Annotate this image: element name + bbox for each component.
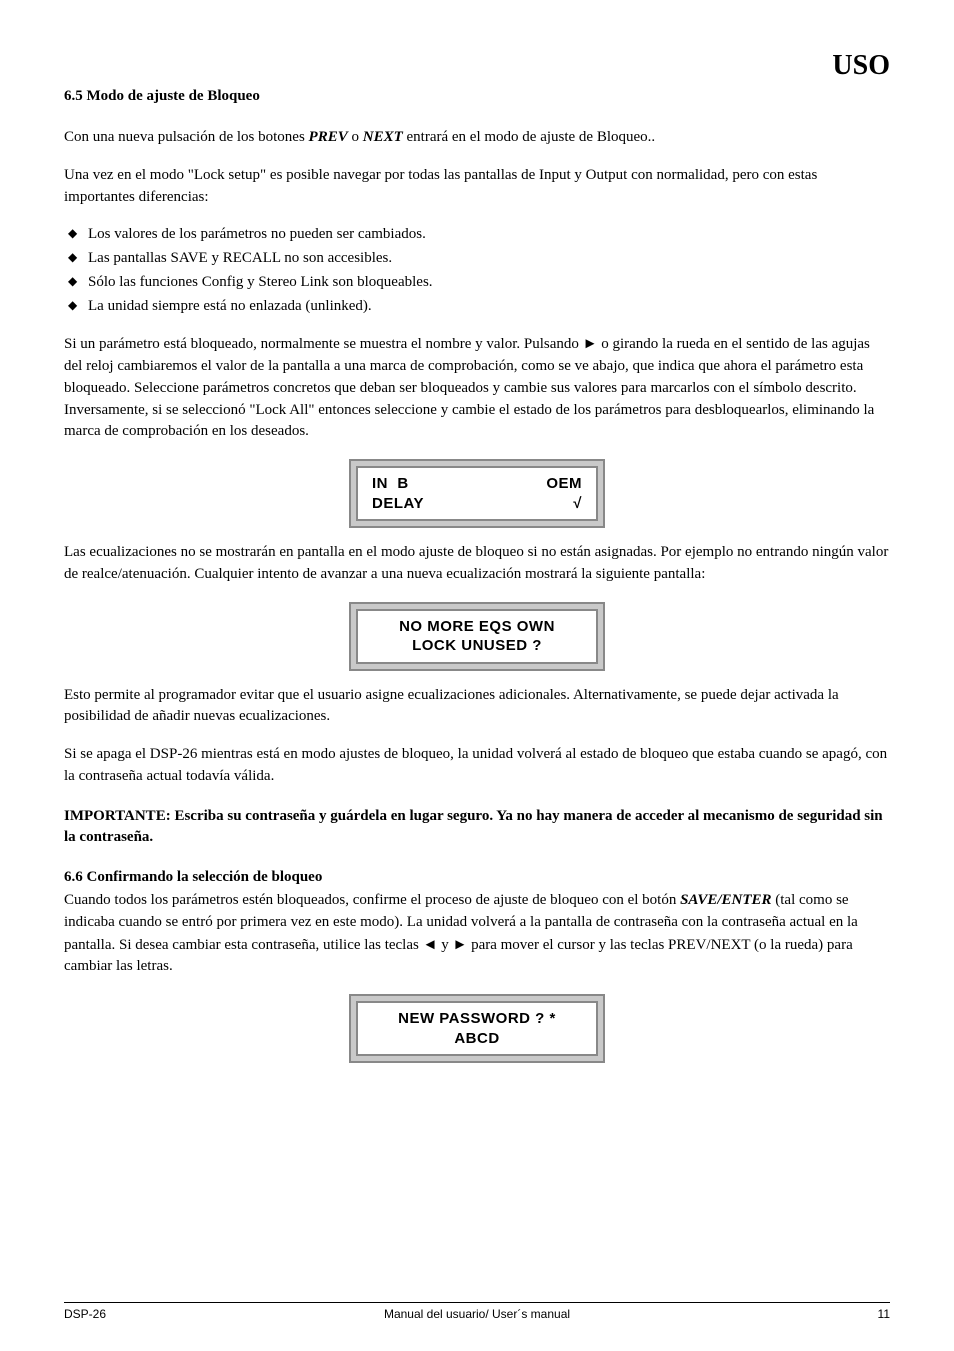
lcd-text: OEM <box>546 474 582 494</box>
s65-p5: Esto permite al programador evitar que e… <box>64 685 890 729</box>
save-enter-label: SAVE/ENTER <box>680 892 771 908</box>
s65-p2: Una vez en el modo "Lock setup" es posib… <box>64 165 890 209</box>
s65-p6: Si se apaga el DSP-26 mientras está en m… <box>64 744 890 788</box>
s65-p1: Con una nueva pulsación de los botones P… <box>64 127 890 149</box>
list-item: Sólo las funciones Config y Stereo Link … <box>64 272 890 294</box>
text: entrará en el modo de ajuste de Bloqueo.… <box>403 129 655 145</box>
text: Cuando todos los parámetros estén bloque… <box>64 892 680 908</box>
important-note: IMPORTANTE: Escriba su contraseña y guár… <box>64 806 890 850</box>
left-arrow-icon: ◄ <box>423 936 438 953</box>
section-header: USO <box>832 50 890 82</box>
footer-model: DSP-26 <box>64 1307 106 1321</box>
text: y <box>437 937 452 953</box>
text: o <box>348 129 363 145</box>
footer-page-number: 11 <box>878 1307 890 1321</box>
text: Con una nueva pulsación de los botones <box>64 129 309 145</box>
next-label: NEXT <box>363 129 403 145</box>
lcd-text: ABCD <box>372 1029 582 1049</box>
right-arrow-icon: ► <box>583 335 598 352</box>
s65-p3: Si un parámetro está bloqueado, normalme… <box>64 333 890 443</box>
s66-p1: Cuando todos los parámetros estén bloque… <box>64 890 890 978</box>
prev-label: PREV <box>309 129 348 145</box>
lcd-text: NEW PASSWORD ? * <box>372 1009 582 1029</box>
lcd-text: NO MORE EQS OWN <box>372 617 582 637</box>
lcd-text: √ <box>573 494 582 514</box>
page-footer: DSP-26 Manual del usuario/ User´s manual… <box>64 1302 890 1321</box>
lcd-text: IN B <box>372 474 409 494</box>
lcd-text: DELAY <box>372 494 424 514</box>
footer-title: Manual del usuario/ User´s manual <box>64 1307 890 1321</box>
section-6-5-title: 6.5 Modo de ajuste de Bloqueo <box>64 88 890 105</box>
list-item: Las pantallas SAVE y RECALL no son acces… <box>64 248 890 270</box>
lcd-display-1: IN B OEM DELAY √ <box>64 459 890 528</box>
s65-p4: Las ecualizaciones no se mostrarán en pa… <box>64 542 890 586</box>
right-arrow-icon: ► <box>452 936 467 953</box>
list-item: La unidad siempre está no enlazada (unli… <box>64 296 890 318</box>
list-item: Los valores de los parámetros no pueden … <box>64 224 890 246</box>
lcd-text: LOCK UNUSED ? <box>372 636 582 656</box>
text: Si un parámetro está bloqueado, normalme… <box>64 336 583 352</box>
lcd-display-3: NEW PASSWORD ? * ABCD <box>64 994 890 1063</box>
s65-bullets: Los valores de los parámetros no pueden … <box>64 224 890 317</box>
lcd-display-2: NO MORE EQS OWN LOCK UNUSED ? <box>64 602 890 671</box>
section-6-6-title: 6.6 Confirmando la selección de bloqueo <box>64 869 890 886</box>
